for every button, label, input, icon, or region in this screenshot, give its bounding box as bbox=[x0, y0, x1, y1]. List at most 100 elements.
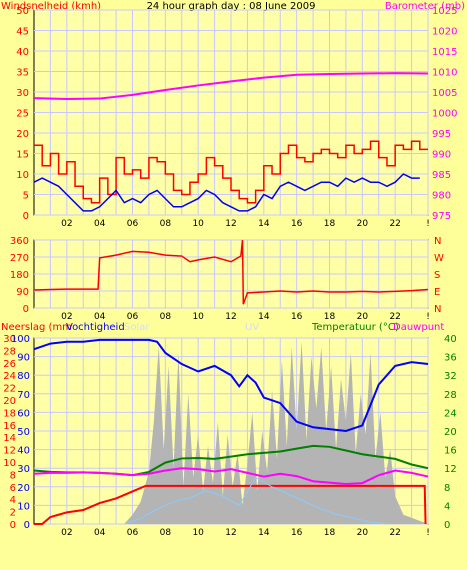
humidity-y-tick-label: 100 bbox=[11, 334, 30, 345]
series-line-wind bbox=[33, 173, 420, 212]
rain-y-tick-label: 0 bbox=[10, 520, 16, 531]
barometer-axis-title: Barometer (mb) bbox=[385, 1, 465, 12]
x-tick-label: 10 bbox=[192, 312, 204, 322]
baro-y-tick-label: 1020 bbox=[432, 27, 457, 38]
direction-y-tick-label: 90 bbox=[16, 287, 29, 298]
series-area-solar bbox=[34, 341, 428, 524]
wind-y-tick-label: 25 bbox=[16, 109, 29, 120]
wind-y-tick-label: 45 bbox=[16, 27, 29, 38]
baro-y-tick-label: 975 bbox=[432, 211, 451, 222]
wind-y-tick-label: 40 bbox=[16, 47, 29, 58]
x-tick-label: 16 bbox=[291, 528, 303, 538]
rain-y-tick-label: 14 bbox=[3, 433, 16, 444]
rain-y-tick-label: 8 bbox=[10, 470, 16, 481]
baro-y-tick-label: 1005 bbox=[432, 88, 457, 99]
x-tick-label: 12 bbox=[225, 219, 236, 229]
rain-y-tick-label: 30 bbox=[3, 334, 16, 345]
temp-y-tick-label: 4 bbox=[444, 501, 450, 512]
x-tick-label: 02 bbox=[61, 312, 72, 322]
dewpoint-axis-title: Dauwpunt bbox=[393, 322, 444, 333]
rain-y-tick-label: 2 bbox=[10, 508, 16, 519]
x-tick-label: 20 bbox=[357, 312, 369, 322]
rain-y-tick-label: 22 bbox=[3, 384, 16, 395]
x-tick-label: ! bbox=[426, 528, 430, 538]
series-line-barometer bbox=[33, 72, 429, 100]
x-tick-label: 14 bbox=[258, 219, 270, 229]
x-tick-label: 06 bbox=[127, 219, 139, 229]
humidity-y-tick-label: 60 bbox=[17, 408, 30, 419]
x-tick-label: 22 bbox=[389, 312, 400, 322]
compass-tick-label: W bbox=[434, 253, 444, 264]
rain-y-tick-label: 18 bbox=[3, 408, 16, 419]
humidity-y-tick-label: 90 bbox=[17, 353, 30, 364]
compass-tick-label: S bbox=[434, 270, 440, 281]
series-line-uv bbox=[124, 476, 388, 525]
x-tick-label: 18 bbox=[324, 312, 336, 322]
wind-y-tick-label: 10 bbox=[16, 170, 29, 181]
humidity-y-tick-label: 70 bbox=[17, 390, 30, 401]
solar-axis-title: Solar bbox=[124, 322, 150, 333]
baro-y-tick-label: 980 bbox=[432, 191, 451, 202]
x-tick-label: 08 bbox=[160, 312, 172, 322]
rain-y-tick-label: 28 bbox=[3, 346, 16, 357]
series-line-neerslag bbox=[34, 484, 427, 525]
temp-y-tick-label: 40 bbox=[444, 334, 457, 345]
wind-axis-title: Windsnelheid (kmh) bbox=[1, 1, 101, 12]
x-tick-label: 04 bbox=[94, 219, 106, 229]
x-tick-label: 22 bbox=[389, 219, 400, 229]
chart-title: 24 hour graph day : 08 June 2009 bbox=[147, 1, 316, 12]
series-line-vochtigheid bbox=[33, 338, 429, 433]
temp-y-tick-label: 8 bbox=[444, 483, 450, 494]
baro-y-tick-label: 990 bbox=[432, 150, 451, 161]
temp-y-tick-label: 0 bbox=[444, 520, 450, 531]
wind-y-tick-label: 5 bbox=[23, 191, 29, 202]
series-line-dauwpunt bbox=[33, 467, 429, 486]
x-tick-label: 08 bbox=[160, 528, 172, 538]
x-tick-label: 22 bbox=[389, 528, 400, 538]
x-tick-label: 12 bbox=[225, 312, 236, 322]
x-tick-label: 18 bbox=[324, 528, 336, 538]
baro-y-tick-label: 995 bbox=[432, 129, 451, 140]
x-tick-label: ! bbox=[426, 219, 430, 229]
x-tick-label: 06 bbox=[127, 312, 139, 322]
baro-y-tick-label: 1015 bbox=[432, 47, 457, 58]
temp-y-tick-label: 32 bbox=[444, 371, 457, 382]
wind-y-tick-label: 20 bbox=[16, 129, 29, 140]
wind-y-tick-label: 0 bbox=[23, 211, 29, 222]
wind-y-tick-label: 50 bbox=[16, 6, 29, 17]
humidity-axis-title: Vochtigheid bbox=[66, 322, 125, 333]
humidity-y-tick-label: 0 bbox=[24, 520, 30, 531]
baro-y-tick-label: 1000 bbox=[432, 109, 457, 120]
humidity-y-tick-label: 80 bbox=[17, 371, 30, 382]
temp-y-tick-label: 12 bbox=[444, 464, 457, 475]
direction-y-tick-label: 180 bbox=[10, 270, 29, 281]
wind-y-tick-label: 15 bbox=[16, 150, 29, 161]
x-tick-label: 10 bbox=[192, 219, 204, 229]
x-tick-label: 06 bbox=[127, 528, 139, 538]
chart-marks: 02 04 06 08 10 12 14 16 18 20 22 !02 04 06 08 10 12 14 16 1… bbox=[3, 6, 457, 538]
temp-y-tick-label: 36 bbox=[444, 353, 457, 364]
x-tick-label: 16 bbox=[291, 219, 303, 229]
direction-y-tick-label: 0 bbox=[23, 304, 29, 315]
rain-y-tick-label: 10 bbox=[3, 458, 16, 469]
x-tick-label: 04 bbox=[94, 528, 106, 538]
x-tick-label: 04 bbox=[94, 312, 106, 322]
temp-y-tick-label: 28 bbox=[444, 390, 457, 401]
x-tick-label: 16 bbox=[291, 312, 303, 322]
wind-y-tick-label: 30 bbox=[16, 88, 29, 99]
x-tick-label: 20 bbox=[357, 528, 369, 538]
x-tick-label: 14 bbox=[258, 312, 270, 322]
wind-y-tick-label: 35 bbox=[16, 68, 29, 79]
series-line-wind-direction bbox=[33, 239, 429, 305]
x-tick-label: 12 bbox=[225, 528, 236, 538]
rain-y-tick-label: 4 bbox=[10, 495, 16, 506]
x-tick-label: ! bbox=[426, 312, 430, 322]
humidity-y-tick-label: 10 bbox=[17, 501, 30, 512]
humidity-y-tick-label: 40 bbox=[17, 446, 30, 457]
x-tick-label: 10 bbox=[192, 528, 204, 538]
series-line-gust bbox=[34, 140, 428, 204]
x-tick-label: 14 bbox=[258, 528, 270, 538]
direction-y-tick-label: 270 bbox=[10, 253, 29, 264]
